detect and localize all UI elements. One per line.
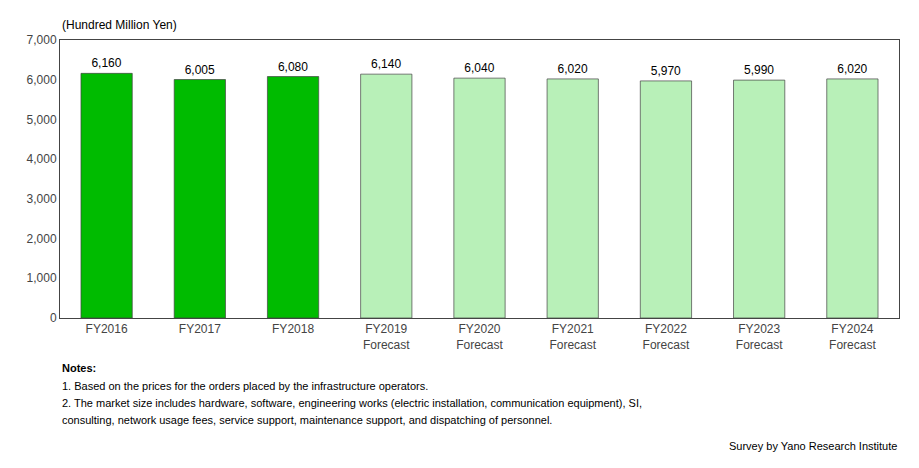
svg-text:FY2016: FY2016 <box>86 322 128 336</box>
svg-text:6,020: 6,020 <box>837 62 867 76</box>
svg-text:7,000: 7,000 <box>27 33 57 47</box>
svg-text:FY2018: FY2018 <box>272 322 314 336</box>
svg-text:FY2024Forecast: FY2024Forecast <box>829 322 876 352</box>
svg-text:Survey by Yano Research Instit: Survey by Yano Research Institute <box>729 440 897 452</box>
svg-text:Notes:: Notes: <box>62 362 96 374</box>
svg-text:FY2023Forecast: FY2023Forecast <box>736 322 783 352</box>
svg-text:6,080: 6,080 <box>278 60 308 74</box>
svg-text:1. Based on the prices for the: 1. Based on the prices for the orders pl… <box>62 380 428 392</box>
svg-text:6,020: 6,020 <box>558 62 588 76</box>
svg-text:6,000: 6,000 <box>27 73 57 87</box>
svg-text:3,000: 3,000 <box>27 192 57 206</box>
svg-text:1,000: 1,000 <box>27 271 57 285</box>
svg-text:2. The market size includes ha: 2. The market size includes hardware, so… <box>62 397 642 409</box>
svg-text:4,000: 4,000 <box>27 152 57 166</box>
svg-text:FY2019Forecast: FY2019Forecast <box>363 322 410 352</box>
svg-text:5,970: 5,970 <box>651 64 681 78</box>
svg-text:FY2017: FY2017 <box>179 322 221 336</box>
svg-text:(Hundred Million Yen): (Hundred Million Yen) <box>62 18 177 32</box>
svg-text:5,000: 5,000 <box>27 113 57 127</box>
svg-text:6,140: 6,140 <box>371 57 401 71</box>
svg-text:2,000: 2,000 <box>27 232 57 246</box>
svg-text:6,005: 6,005 <box>185 63 215 77</box>
svg-text:6,040: 6,040 <box>464 61 494 75</box>
svg-text:consulting, network usage fees: consulting, network usage fees, service … <box>62 414 552 426</box>
svg-text:5,990: 5,990 <box>744 63 774 77</box>
svg-text:FY2022Forecast: FY2022Forecast <box>643 322 690 352</box>
svg-text:6,160: 6,160 <box>91 56 121 70</box>
svg-text:FY2020Forecast: FY2020Forecast <box>456 322 503 352</box>
svg-text:FY2021Forecast: FY2021Forecast <box>549 322 596 352</box>
svg-text:0: 0 <box>50 311 57 325</box>
